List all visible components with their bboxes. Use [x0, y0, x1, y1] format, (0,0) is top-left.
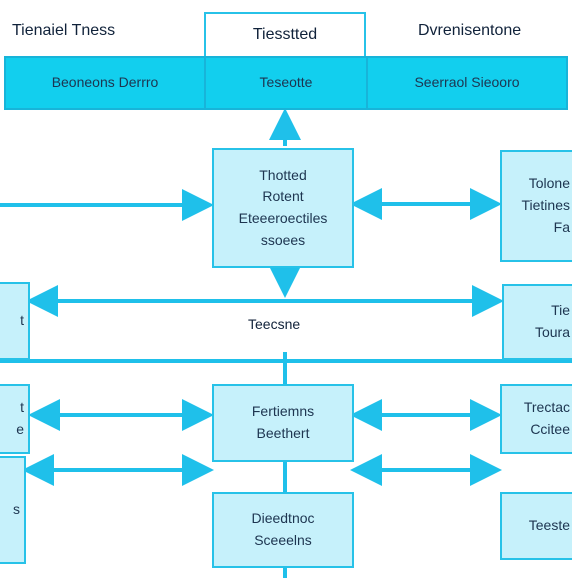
- node-mid-left-text: t: [20, 312, 24, 329]
- node-row4-left-text: s: [13, 501, 20, 518]
- node-top-center-line-3: Eteeeroectiles: [238, 210, 328, 226]
- node-row3-center: Fertiemns Beethert: [212, 384, 354, 462]
- node-row3-right-line-2: Ccitee: [530, 421, 570, 437]
- header-center-title: Tiesstted: [204, 12, 366, 58]
- node-row4-right: Teeste: [500, 492, 572, 560]
- node-top-right: Tolone Tietines Fa: [500, 150, 572, 262]
- node-row3-right-line-1: Trectac: [523, 399, 570, 416]
- node-top-right-line-2: Tietines: [521, 197, 570, 214]
- node-row3-left-line-1: t: [20, 399, 24, 416]
- node-row3-center-line-2: Beethert: [256, 425, 310, 441]
- node-top-right-line-3: Fa: [553, 218, 570, 235]
- node-mid-right-line-2: Toura: [534, 324, 570, 340]
- node-mid-left: t: [0, 282, 30, 360]
- banner-center-text: Teseotte: [259, 74, 313, 91]
- node-row4-left: s: [0, 456, 26, 564]
- node-top-right-line-1: Tolone: [528, 175, 570, 192]
- banner-center: Teseotte: [204, 56, 368, 110]
- header-left-title: Tienaiel Tness: [12, 22, 116, 39]
- node-row3-left: t e: [0, 384, 30, 454]
- banner-right-text: Seerraol Sieooro: [414, 74, 520, 91]
- node-row3-right: Trectac Ccitee: [500, 384, 572, 454]
- mid-label: Teecsne: [248, 316, 301, 332]
- node-top-center: Thotted Rotent Eteeeroectiles ssoees: [212, 148, 354, 268]
- banner-left: Beoneons Derrro: [4, 56, 206, 110]
- node-mid-right-line-1: Tie: [551, 302, 570, 319]
- node-mid-right: Tie Toura: [502, 284, 572, 360]
- node-row4-center: Dieedtnoc Sceeelns: [212, 492, 354, 568]
- node-top-center-line-4: ssoees: [260, 231, 306, 248]
- node-row4-center-line-1: Dieedtnoc: [251, 510, 315, 527]
- node-row4-right-text: Teeste: [528, 517, 570, 534]
- header-right-title: Dvrenisentone: [418, 22, 522, 39]
- node-row3-center-line-1: Fertiemns: [251, 403, 315, 420]
- banner-right: Seerraol Sieooro: [366, 56, 568, 110]
- banner-left-text: Beoneons Derrro: [51, 74, 159, 91]
- node-top-center-line-2: Rotent: [262, 188, 304, 205]
- node-row4-center-line-2: Sceeelns: [254, 532, 312, 548]
- header-center-title-text: Tiesstted: [252, 25, 318, 43]
- node-top-center-line-1: Thotted: [259, 166, 307, 183]
- node-row3-left-line-2: e: [16, 421, 24, 437]
